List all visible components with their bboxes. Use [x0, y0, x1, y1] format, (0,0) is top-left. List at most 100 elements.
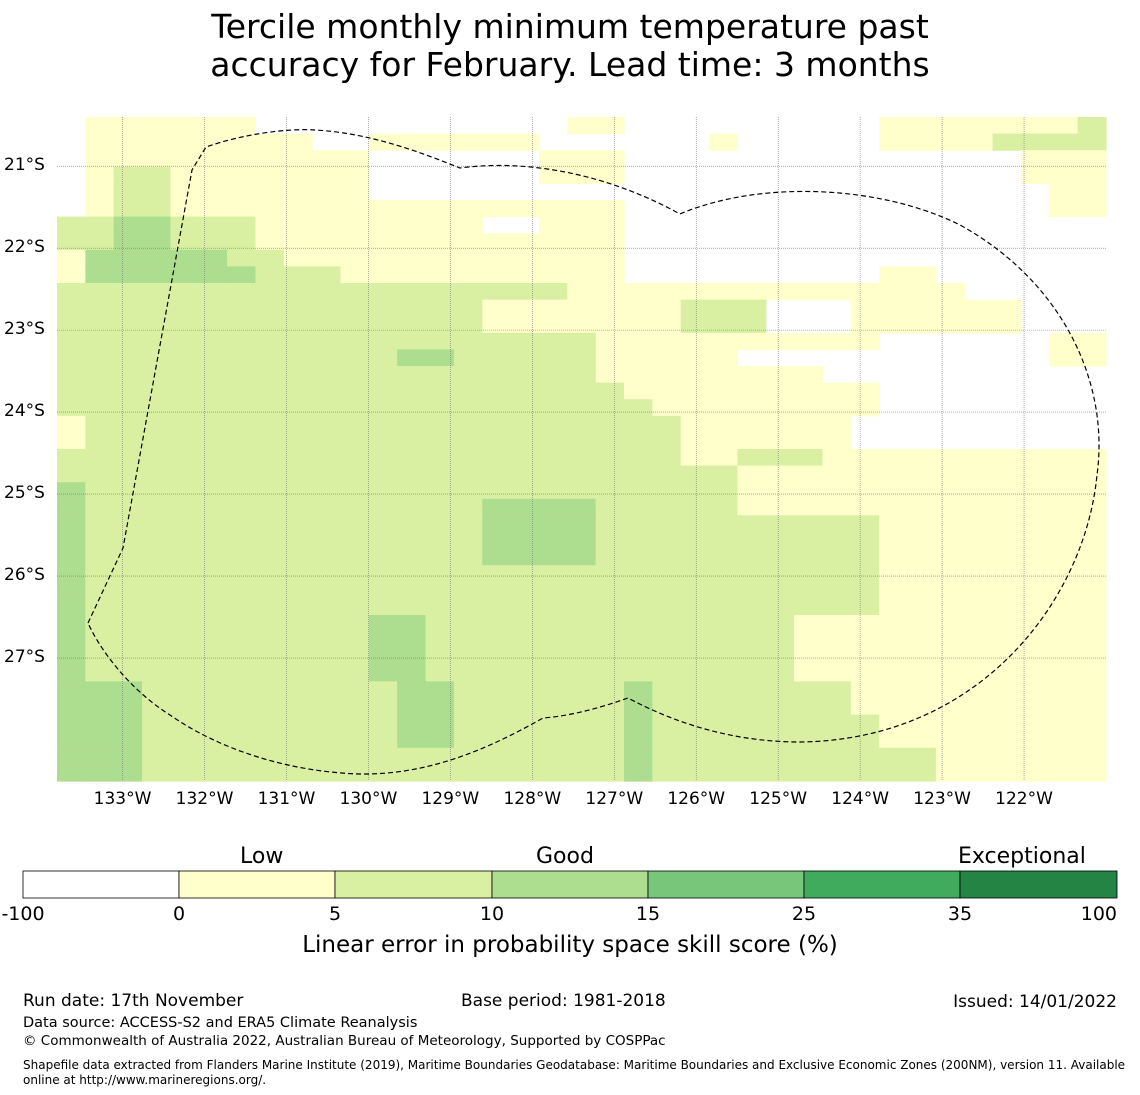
skill-cell: [624, 548, 653, 566]
skill-cell: [935, 548, 965, 566]
skill-cell: [964, 747, 994, 765]
skill-cell: [907, 698, 937, 716]
skill-cell: [170, 183, 200, 201]
skill-cell: [113, 316, 143, 334]
skill-cell: [567, 117, 597, 135]
skill-cell: [794, 366, 824, 384]
skill-cell: [57, 299, 86, 317]
skill-cell: [992, 532, 1022, 550]
skill-cell: [368, 349, 398, 367]
skill-cell: [652, 449, 682, 467]
skill-cell: [538, 266, 568, 284]
skill-cell: [567, 598, 597, 616]
skill-cell: [850, 299, 880, 317]
skill-cell: [170, 216, 200, 234]
skill-cell: [567, 565, 597, 583]
skill-cell: [113, 664, 143, 682]
skill-cell: [198, 233, 228, 251]
skill-cell: [595, 764, 625, 782]
skill-cell: [255, 133, 285, 151]
skill-cell: [85, 714, 115, 732]
longitude-label: 130°W: [339, 789, 398, 809]
skill-cell: [907, 664, 937, 682]
skill-cell: [765, 698, 795, 716]
skill-cell: [198, 482, 228, 500]
skill-cell: [57, 698, 86, 716]
skill-cell: [227, 681, 257, 699]
longitude-label: 125°W: [749, 789, 808, 809]
skill-cell: [709, 581, 739, 599]
skill-cell: [794, 482, 824, 500]
skill-cell: [227, 648, 257, 666]
skill-cell: [170, 664, 200, 682]
skill-cell: [567, 731, 597, 749]
skill-cell: [624, 432, 653, 450]
skill-cell: [935, 648, 965, 666]
skill-cell: [510, 664, 540, 682]
skill-cell: [198, 133, 228, 151]
skill-cell: [142, 565, 171, 583]
skill-cell: [170, 565, 200, 583]
skill-cell: [652, 432, 682, 450]
skill-cell: [85, 482, 115, 500]
skill-cell: [283, 166, 313, 184]
skill-cell: [624, 316, 653, 334]
skill-cell: [113, 598, 143, 616]
skill-cell: [737, 681, 767, 699]
skill-cell: [538, 465, 568, 483]
skill-cell: [283, 747, 313, 765]
skill-cell: [255, 415, 285, 433]
skill-cell: [595, 432, 625, 450]
skill-cell: [964, 681, 994, 699]
skill-cell: [1049, 166, 1079, 184]
skill-cell: [765, 415, 795, 433]
skill-cell: [142, 216, 171, 234]
skill-cell: [227, 332, 257, 350]
skill-cell: [57, 681, 86, 699]
skill-cell: [312, 249, 342, 267]
skill-cell: [57, 465, 86, 483]
skill-cell: [170, 349, 200, 367]
skill-cell: [340, 764, 370, 782]
skill-cell: [680, 415, 710, 433]
skill-cell: [850, 548, 880, 566]
skill-cell: [737, 449, 767, 467]
skill-cell: [198, 332, 228, 350]
skill-cell: [794, 532, 824, 550]
skill-cell: [198, 283, 228, 301]
skill-cell: [992, 515, 1022, 533]
skill-cell: [907, 133, 937, 151]
skill-cell: [595, 399, 625, 417]
skill-cell: [453, 648, 483, 666]
skill-cell: [368, 532, 398, 550]
skill-cell: [709, 382, 739, 400]
skill-cell: [992, 598, 1022, 616]
skill-cell: [1020, 482, 1050, 500]
skill-cell: [680, 332, 710, 350]
skill-cell: [482, 299, 512, 317]
skill-cell: [992, 565, 1022, 583]
skill-cell: [567, 166, 597, 184]
skill-cell: [737, 548, 767, 566]
skill-cell: [1049, 117, 1079, 135]
skill-cell: [765, 382, 795, 400]
skill-cell: [794, 648, 824, 666]
skill-cell: [538, 515, 568, 533]
skill-cell: [680, 382, 710, 400]
skill-cell: [453, 581, 483, 599]
skill-cell: [340, 648, 370, 666]
skill-cell: [397, 648, 427, 666]
skill-cell: [850, 615, 880, 633]
skill-cell: [142, 482, 171, 500]
skill-cell: [283, 532, 313, 550]
skill-cell: [170, 332, 200, 350]
skill-cell: [850, 382, 880, 400]
skill-cell: [57, 515, 86, 533]
skill-cell: [652, 532, 682, 550]
skill-cell: [567, 432, 597, 450]
skill-cell: [142, 200, 171, 218]
skill-cell: [992, 581, 1022, 599]
skill-cell: [312, 648, 342, 666]
skill-cell: [397, 216, 427, 234]
skill-cell: [113, 200, 143, 218]
